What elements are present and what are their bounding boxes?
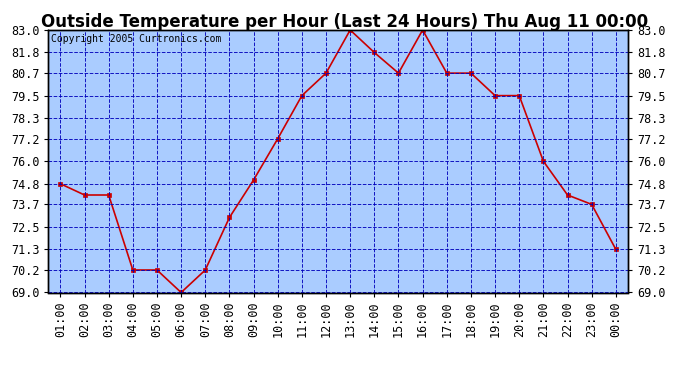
Text: Outside Temperature per Hour (Last 24 Hours) Thu Aug 11 00:00: Outside Temperature per Hour (Last 24 Ho… [41, 13, 649, 31]
Text: Copyright 2005 Curtronics.com: Copyright 2005 Curtronics.com [51, 34, 221, 44]
